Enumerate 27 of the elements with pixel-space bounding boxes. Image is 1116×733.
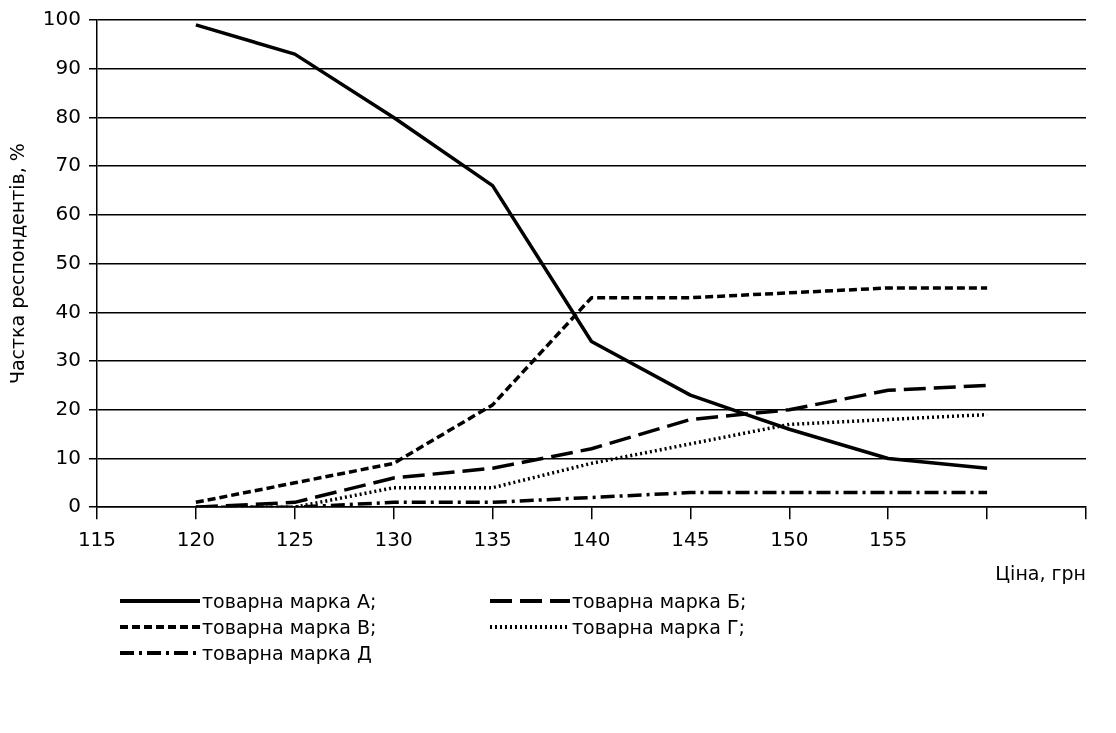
y-tick-label: 70 — [55, 152, 81, 177]
x-axis-title: Ціна, грн — [995, 561, 1086, 584]
y-tick-label: 30 — [55, 347, 81, 372]
legend-label: товарна марка Г; — [572, 616, 745, 638]
x-tick-label: 120 — [176, 527, 215, 552]
x-tick-label: 140 — [572, 527, 611, 552]
y-tick-label: 40 — [55, 298, 81, 323]
y-tick-label: 100 — [42, 6, 81, 31]
legend-label: товарна марка В; — [202, 616, 377, 638]
legend-label: товарна марка Д — [202, 642, 372, 664]
x-tick-label: 115 — [77, 527, 117, 552]
x-tick-label: 130 — [374, 527, 413, 552]
y-tick-label: 0 — [68, 493, 81, 518]
y-tick-label: 20 — [55, 395, 81, 420]
y-tick-label: 10 — [55, 444, 81, 469]
y-axis-title: Частка респондентів, % — [6, 143, 29, 385]
x-tick-label: 125 — [275, 527, 314, 552]
y-tick-label: 60 — [55, 201, 81, 226]
x-tick-label: 145 — [671, 527, 710, 552]
x-tick-label: 150 — [770, 527, 809, 552]
y-tick-label: 80 — [55, 103, 81, 128]
legend-label: товарна марка А; — [202, 590, 377, 612]
y-tick-label: 50 — [55, 249, 81, 274]
legend-label: товарна марка Б; — [572, 590, 747, 612]
x-tick-label: 155 — [869, 527, 908, 552]
y-tick-label: 90 — [55, 54, 81, 79]
x-tick-label: 135 — [473, 527, 512, 552]
